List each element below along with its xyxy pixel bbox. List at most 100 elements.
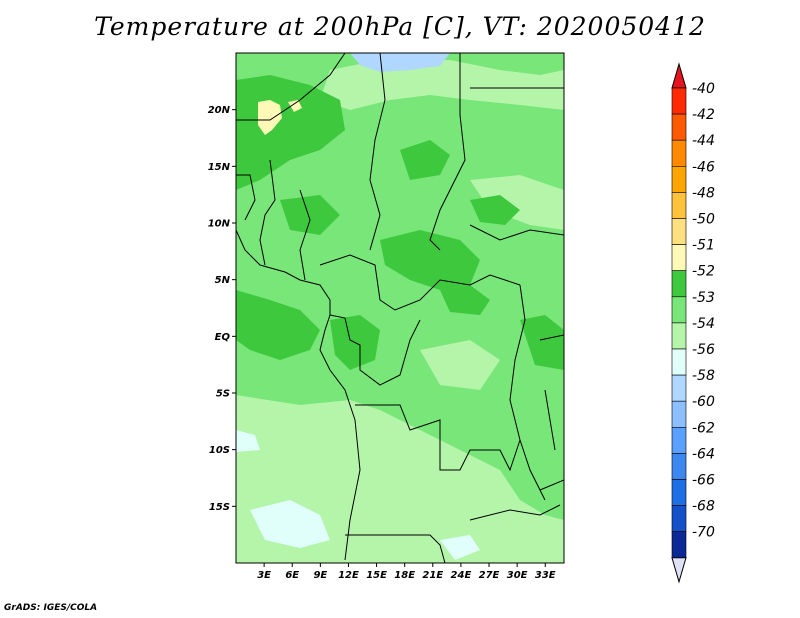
band-minus-52-congo xyxy=(440,285,490,315)
colorbar-label: -56 xyxy=(692,342,715,358)
band-minus-52-central-africa xyxy=(380,230,480,290)
lat-tick-label: 15S xyxy=(209,502,230,513)
border-great-lakes xyxy=(509,284,546,501)
border-angola-drc xyxy=(355,404,521,472)
colorbar-label: -60 xyxy=(692,394,715,410)
chart-title: Temperature at 200hPa [C], VT: 202005041… xyxy=(94,12,706,41)
border-car xyxy=(319,254,521,311)
lat-tick-label: 15N xyxy=(208,162,231,173)
band-minus-51-patch xyxy=(258,100,282,135)
colorbar-swatch xyxy=(671,87,687,115)
colorbar-swatch xyxy=(671,374,687,402)
band-minus-56-west xyxy=(236,430,260,452)
colorbar-label: -53 xyxy=(692,290,715,306)
colorbar-bottom-arrow xyxy=(671,557,687,584)
colorbar-label: -70 xyxy=(692,525,715,541)
colorbar-swatch xyxy=(671,113,687,141)
colorbar-label: -46 xyxy=(692,159,715,175)
band-minus-54-central xyxy=(420,340,500,390)
colorbar-swatch xyxy=(671,296,687,324)
colorbar-label: -64 xyxy=(692,446,715,462)
lon-tick-label: 15E xyxy=(366,570,387,581)
colorbar-swatch xyxy=(671,166,687,193)
band-minus-52-gulf xyxy=(236,290,320,360)
colorbar-swatch xyxy=(671,453,687,480)
colorbar-label: -40 xyxy=(692,81,715,97)
band-minus-54-north xyxy=(320,60,564,110)
lon-tick-label: 24E xyxy=(451,570,472,581)
colorbar-label: -44 xyxy=(692,133,715,149)
lat-tick-label: 20N xyxy=(208,105,231,116)
border-chad-sudan xyxy=(429,53,466,251)
band-minus-54-ne xyxy=(470,175,564,230)
lon-tick-label: 27E xyxy=(479,570,500,581)
lon-tick-label: 18E xyxy=(394,570,415,581)
lake-tanganyika xyxy=(544,389,556,451)
colorbar-swatch xyxy=(671,322,687,350)
border-mali xyxy=(236,174,256,221)
colorbar-top-arrow xyxy=(671,62,687,89)
lon-tick-label: 33E xyxy=(535,570,556,581)
colorbar-swatch xyxy=(671,348,687,376)
band-minus-52-sudan xyxy=(470,195,520,225)
lat-tick-label: 10S xyxy=(209,445,230,456)
colorbar-swatch xyxy=(671,531,687,559)
lat-axis: 20N 15N 10N 5N EQ 5S 10S 15S xyxy=(208,105,236,513)
border-west-africa-1 xyxy=(259,159,276,266)
colorbar: -40 -42 -44 -46 -48 -50 -51 -52 -53 -54 -56 -58 -60 -… xyxy=(671,62,715,584)
credit-label: GrADS: IGES/COLA xyxy=(4,603,98,613)
coastline-west xyxy=(236,229,356,421)
colorbar-label: -62 xyxy=(692,420,715,436)
border-zambia-malawi xyxy=(539,479,564,491)
colorbar-swatch xyxy=(671,270,687,298)
colorbar-swatch xyxy=(671,426,687,454)
colorbar-swatch xyxy=(671,400,687,428)
colorbar-label: -68 xyxy=(692,499,715,515)
lat-tick-label: 5N xyxy=(215,275,231,286)
band-minus-51-patch-small xyxy=(288,100,302,112)
map-frame xyxy=(235,52,565,564)
border-niger-chad xyxy=(369,53,386,251)
lon-tick-label: 12E xyxy=(338,570,359,581)
colorbar-swatch xyxy=(671,139,687,167)
border-nw xyxy=(236,53,346,121)
colorbar-swatch xyxy=(671,505,687,533)
border-south-sudan xyxy=(469,224,564,241)
colorbar-label: -50 xyxy=(692,212,715,228)
band-minus-56-sw xyxy=(250,500,330,548)
band-minus-54-sw xyxy=(236,400,340,480)
lat-tick-label: 10N xyxy=(208,219,231,230)
lon-axis: 3E 6E 9E 12E 15E 18E 21E 24E 27E 30E 33E xyxy=(257,563,556,581)
lat-tick-label: 5S xyxy=(216,389,230,400)
colorbar-label: -54 xyxy=(692,316,715,332)
lon-tick-label: 30E xyxy=(507,570,528,581)
border-uganda-kenya xyxy=(539,334,564,341)
lon-tick-label: 9E xyxy=(313,570,327,581)
country-borders xyxy=(236,53,564,563)
colorbar-label: -52 xyxy=(692,264,715,280)
border-nigeria xyxy=(299,189,311,281)
band-minus-58-north xyxy=(350,53,450,72)
border-angola-namibia xyxy=(345,534,446,563)
lon-tick-label: 6E xyxy=(285,570,299,581)
colorbar-label: -66 xyxy=(692,473,715,489)
band-minus-56-south xyxy=(440,535,480,560)
colorbar-swatch xyxy=(671,244,687,272)
border-gabon-congo xyxy=(329,314,421,386)
lat-tick-label: EQ xyxy=(215,332,231,343)
border-zimbabwe xyxy=(469,504,561,521)
lon-tick-label: 3E xyxy=(257,570,271,581)
band-minus-52-nigeria xyxy=(280,195,340,235)
lon-tick-label: 21E xyxy=(422,570,443,581)
colorbar-swatch xyxy=(671,192,687,219)
colorbar-swatch xyxy=(671,218,687,245)
colorbar-label: -51 xyxy=(692,238,715,254)
band-minus-52-east xyxy=(520,315,564,370)
colorbar-label: -48 xyxy=(692,185,715,201)
band-minus-52-chad xyxy=(400,140,450,180)
coastline-angola xyxy=(344,419,361,561)
colorbar-label: -42 xyxy=(692,107,715,123)
colorbar-label: -58 xyxy=(692,368,715,384)
colorbar-swatch xyxy=(671,479,687,506)
